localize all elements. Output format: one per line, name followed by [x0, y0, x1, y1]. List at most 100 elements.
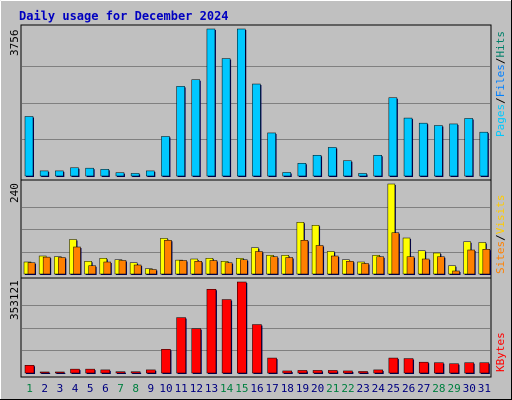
pages-bar-1	[24, 116, 34, 177]
day-label-12: 12	[190, 382, 203, 395]
visits-bar-19	[300, 240, 309, 275]
pages-bar-9	[146, 170, 155, 177]
legend-sep-3: /	[494, 234, 507, 241]
day-label-5: 5	[87, 382, 94, 395]
visits-bar-7	[118, 260, 127, 275]
sites-bar-25	[387, 183, 396, 275]
day-label-4: 4	[72, 382, 79, 395]
pages-bar-23	[358, 173, 367, 177]
pages-bar-6	[100, 169, 110, 177]
pages-bar-8	[130, 173, 140, 177]
kbytes-bar-21	[327, 370, 338, 374]
visits-max-label: 240	[8, 183, 21, 203]
day-labels: 1 2 3 4 5 6 7 8 9 10 11 12 13 14 15 16 17 18 19 20 21 22 23 24 2…	[26, 382, 491, 395]
pages-bar-11	[176, 86, 185, 177]
kbytes-bar-27	[418, 361, 429, 374]
kbytes-bar-12	[191, 328, 202, 374]
kbytes-bar-5	[85, 368, 95, 374]
kbytes-bar-10	[161, 349, 171, 374]
kbytes-bar-30	[464, 362, 474, 374]
visits-bar-5	[88, 265, 96, 275]
kbytes-bar-8-shadow	[132, 372, 142, 374]
kbytes-bar-17	[267, 357, 277, 374]
pages-bar-10	[161, 136, 170, 177]
day-label-1: 1	[26, 382, 33, 395]
visits-bar-3	[58, 257, 66, 275]
day-label-13: 13	[205, 382, 218, 395]
day-label-7: 7	[117, 382, 124, 395]
legend-kbytes: KBytes	[494, 332, 507, 372]
day-label-17: 17	[266, 382, 279, 395]
visits-bar-29	[452, 270, 460, 275]
kbytes-bar-14	[221, 299, 232, 374]
visits-bar-26	[406, 256, 415, 275]
day-label-21: 21	[326, 382, 339, 395]
day-label-30: 30	[463, 382, 476, 395]
pages-bar-13	[206, 28, 216, 177]
day-label-19: 19	[296, 382, 309, 395]
visits-bar-25	[391, 232, 400, 275]
bars	[23, 28, 491, 374]
pages-bar-27	[418, 122, 428, 177]
legend-sep-2: /	[494, 58, 507, 65]
visits-bar-24	[376, 256, 384, 275]
day-label-28: 28	[432, 382, 445, 395]
legend-sep-1: /	[494, 97, 507, 104]
day-label-6: 6	[102, 382, 109, 395]
day-label-26: 26	[402, 382, 415, 395]
day-label-31: 31	[478, 382, 491, 395]
visits-bar-31	[482, 249, 491, 275]
day-label-29: 29	[447, 382, 460, 395]
legend-visits: Visits	[494, 195, 507, 235]
day-label-11: 11	[175, 382, 188, 395]
kbytes-bar-18	[282, 370, 292, 374]
visits-bar-2	[42, 256, 51, 275]
pages-bar-4	[70, 167, 79, 177]
visits-bar-10	[164, 240, 172, 275]
kbytes-bar-23	[358, 371, 368, 374]
visits-bar-12	[194, 261, 203, 275]
legend-hits: Hits	[494, 31, 507, 58]
kbytes-bar-3-shadow	[56, 372, 66, 374]
day-label-15: 15	[235, 382, 248, 395]
pages-bar-19	[297, 163, 307, 177]
day-label-2: 2	[41, 382, 48, 395]
visits-bar-14	[224, 262, 233, 275]
visits-bar-21	[330, 255, 339, 275]
kbytes-bar-16	[252, 324, 262, 374]
visits-bar-17	[270, 256, 278, 275]
kbytes-bar-29	[449, 363, 459, 374]
kbytes-bar-9	[146, 369, 156, 374]
kbytes-bar-7-shadow	[116, 372, 126, 374]
pages-bar-21	[327, 147, 337, 177]
visits-bar-27	[421, 258, 430, 275]
visits-bar-30	[467, 249, 475, 275]
visits-bar-1	[27, 262, 36, 275]
pages-bar-20	[312, 155, 322, 177]
day-label-9: 9	[148, 382, 155, 395]
pages-bar-26	[403, 117, 413, 177]
kbytes-bar-13	[206, 288, 217, 374]
day-label-10: 10	[159, 382, 172, 395]
day-label-8: 8	[132, 382, 139, 395]
kbytes-bar-19	[297, 370, 308, 374]
pages-bar-22	[343, 160, 352, 177]
kbytes-bar-31	[479, 362, 490, 374]
visits-bar-4	[73, 246, 81, 275]
kbytes-bar-2	[39, 371, 50, 374]
visits-bar-22	[346, 261, 354, 275]
kbytes-bar-20	[312, 370, 323, 374]
pages-bar-7	[115, 172, 125, 177]
pages-bar-14	[221, 58, 231, 177]
visits-bar-11	[179, 260, 187, 275]
kbytes-bar-24	[373, 369, 383, 374]
kbytes-bar-6	[100, 369, 111, 374]
kbytes-bar-7	[115, 371, 126, 374]
visits-bar-13	[209, 260, 218, 275]
kbytes-bar-22	[343, 370, 353, 374]
day-label-23: 23	[357, 382, 370, 395]
pages-bar-17	[267, 132, 276, 177]
visits-bar-16	[255, 251, 263, 275]
visits-bar-20	[315, 245, 324, 275]
